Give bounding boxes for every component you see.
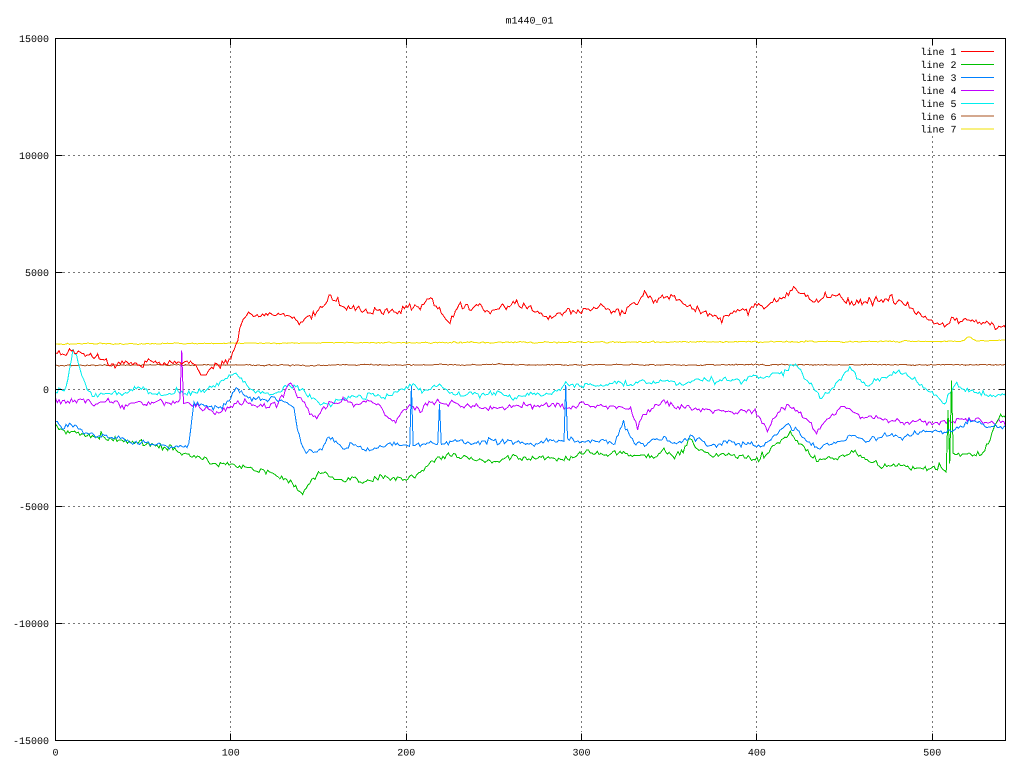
svg-text:-5000: -5000: [19, 503, 49, 514]
svg-text:5000: 5000: [25, 269, 49, 280]
svg-text:line 1: line 1: [920, 47, 956, 59]
svg-text:500: 500: [923, 749, 941, 760]
svg-text:-15000: -15000: [13, 737, 49, 748]
svg-text:15000: 15000: [19, 35, 49, 46]
svg-text:300: 300: [572, 749, 590, 760]
svg-text:line 7: line 7: [920, 125, 956, 137]
svg-text:200: 200: [397, 749, 415, 760]
svg-text:0: 0: [52, 749, 58, 760]
svg-text:-10000: -10000: [13, 620, 49, 631]
svg-text:line 4: line 4: [920, 86, 956, 98]
svg-text:line 3: line 3: [920, 73, 956, 85]
svg-text:line 6: line 6: [920, 112, 956, 124]
svg-text:100: 100: [222, 749, 240, 760]
svg-text:line 2: line 2: [920, 60, 956, 72]
svg-text:m1440_01: m1440_01: [505, 17, 553, 28]
svg-text:0: 0: [43, 386, 49, 397]
svg-text:10000: 10000: [19, 152, 49, 163]
svg-text:line 5: line 5: [920, 99, 956, 111]
svg-text:400: 400: [748, 749, 766, 760]
